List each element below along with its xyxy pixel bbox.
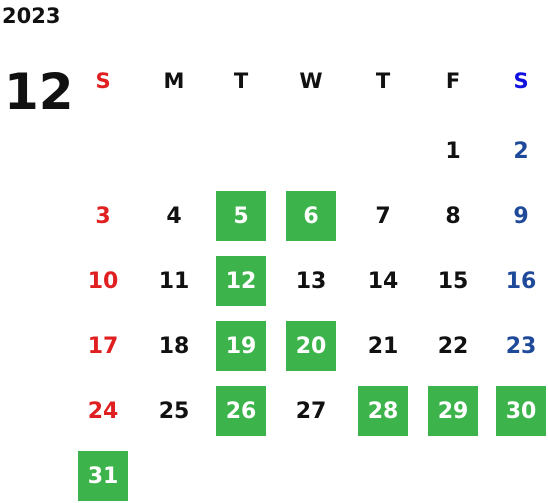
day: 1 — [445, 138, 461, 164]
day: 25 — [158, 398, 190, 424]
weekday-label: S — [513, 69, 529, 93]
weekday-label: T — [233, 69, 249, 93]
day: 2 — [513, 138, 529, 164]
day: 23 — [505, 333, 537, 359]
day: 27 — [295, 398, 327, 424]
day: 3 — [95, 203, 111, 229]
day: 16 — [505, 268, 537, 294]
highlighted-day: 20 — [286, 321, 336, 371]
day: 24 — [87, 398, 119, 424]
weekday-label: T — [375, 69, 391, 93]
month: 12 — [4, 63, 74, 121]
highlighted-day: 31 — [78, 451, 128, 501]
highlighted-day: 5 — [216, 191, 266, 241]
day: 13 — [295, 268, 327, 294]
day: 11 — [158, 268, 190, 294]
highlighted-day: 19 — [216, 321, 266, 371]
weekday-label: F — [445, 69, 461, 93]
weekday-label: W — [299, 69, 323, 93]
day: 21 — [367, 333, 399, 359]
highlighted-day: 28 — [358, 386, 408, 436]
highlighted-day: 26 — [216, 386, 266, 436]
weekday-label: S — [95, 69, 111, 93]
day: 14 — [367, 268, 399, 294]
highlighted-day: 6 — [286, 191, 336, 241]
weekday-label: M — [163, 69, 185, 93]
day: 18 — [158, 333, 190, 359]
day: 17 — [87, 333, 119, 359]
highlighted-day: 30 — [496, 386, 546, 436]
year: 2023 — [2, 4, 61, 28]
highlighted-day: 12 — [216, 256, 266, 306]
day: 7 — [375, 203, 391, 229]
day: 10 — [87, 268, 119, 294]
day: 9 — [513, 203, 529, 229]
day: 4 — [166, 203, 182, 229]
day: 8 — [445, 203, 461, 229]
day: 15 — [437, 268, 469, 294]
highlighted-day: 29 — [428, 386, 478, 436]
day: 22 — [437, 333, 469, 359]
